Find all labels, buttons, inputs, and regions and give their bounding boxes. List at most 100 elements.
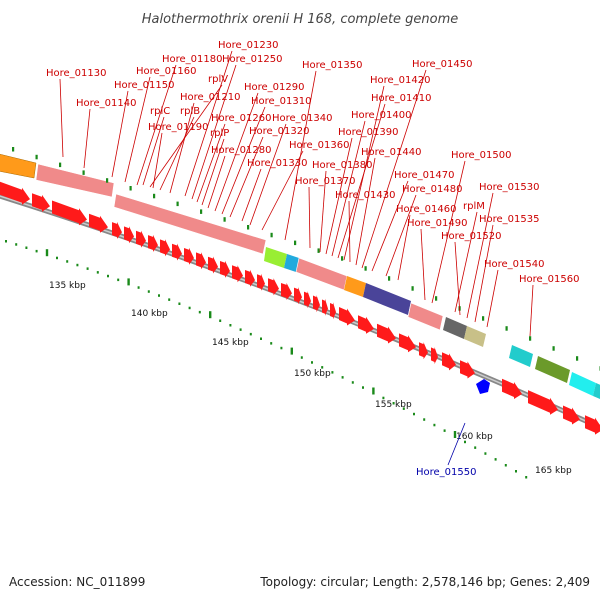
gene-label-hore-01380[interactable]: Hore_01380 xyxy=(312,160,373,171)
gene-label-hore-01490[interactable]: Hore_01490 xyxy=(407,218,468,229)
forward-cds-arrow xyxy=(160,239,170,257)
gene-label-hore-01320[interactable]: Hore_01320 xyxy=(249,126,310,137)
gene-label-hore-01210[interactable]: Hore_01210 xyxy=(180,92,241,103)
leader-line xyxy=(361,69,427,269)
gene-label-rplv[interactable]: rplV xyxy=(208,74,228,85)
gene-label-hore-01470[interactable]: Hore_01470 xyxy=(394,170,455,181)
gene-label-hore-01500[interactable]: Hore_01500 xyxy=(451,150,512,161)
gene-label-hore-01430[interactable]: Hore_01430 xyxy=(335,190,396,201)
gene-label-hore-01260[interactable]: Hore_01260 xyxy=(211,113,272,124)
forward-cds-arrow xyxy=(136,230,146,248)
forward-cds-arrow xyxy=(322,298,328,316)
gene-label-hore-01180[interactable]: Hore_01180 xyxy=(162,54,223,65)
gene-label-hore-01400[interactable]: Hore_01400 xyxy=(351,110,412,121)
gene-label-hore-01420[interactable]: Hore_01420 xyxy=(370,75,431,86)
leader-line xyxy=(371,180,409,272)
leader-line xyxy=(196,123,226,203)
leader-line xyxy=(486,269,499,328)
scale-dot xyxy=(96,271,99,274)
scale-label-165: 165 kbp xyxy=(535,466,572,476)
scale-dot xyxy=(413,412,415,416)
gene-label-hore-01130[interactable]: Hore_01130 xyxy=(46,68,107,79)
gene-label-hore-01230[interactable]: Hore_01230 xyxy=(218,40,279,51)
forward-cds-track xyxy=(0,181,600,435)
gene-label-hore-01250[interactable]: Hore_01250 xyxy=(222,54,283,65)
leader-line xyxy=(319,170,327,253)
inner-scale-dots xyxy=(5,240,528,479)
gene-label-hore-01535[interactable]: Hore_01535 xyxy=(479,214,540,225)
scale-dot xyxy=(443,429,446,432)
gene-label-hore-01370[interactable]: Hore_01370 xyxy=(295,176,356,187)
feature-orange-2 xyxy=(344,276,366,297)
scale-dot xyxy=(158,294,160,297)
forward-cds-arrow xyxy=(32,193,50,212)
gene-label-hore-01340[interactable]: Hore_01340 xyxy=(272,113,333,124)
top-tick xyxy=(388,276,391,281)
scale-dot xyxy=(270,342,273,345)
leader-line xyxy=(191,64,237,200)
top-tick xyxy=(35,154,38,160)
forward-cds-arrow xyxy=(419,342,428,360)
gene-label-hore-01540[interactable]: Hore_01540 xyxy=(484,259,545,270)
forward-cds-arrow xyxy=(528,390,558,415)
gene-label-rplm[interactable]: rplM xyxy=(463,201,485,212)
gene-label-hore-01360[interactable]: Hore_01360 xyxy=(289,140,350,151)
forward-cds-arrow xyxy=(208,256,218,274)
forward-cds-arrow xyxy=(358,315,374,334)
gene-label-hore-01550[interactable]: Hore_01550 xyxy=(416,467,477,478)
scale-dot xyxy=(35,249,38,253)
scale-label-150: 150 kbp xyxy=(294,369,331,379)
gene-label-hore-01330[interactable]: Hore_01330 xyxy=(247,158,308,169)
scale-dot xyxy=(56,256,58,260)
feature-green xyxy=(264,247,287,268)
forward-cds-arrow xyxy=(313,295,320,313)
leader-line xyxy=(184,50,233,197)
leader-line xyxy=(241,168,262,222)
scale-dot xyxy=(300,356,303,359)
scale-dot xyxy=(117,278,120,282)
feature-ribosomal-block-1 xyxy=(35,163,115,198)
top-tick xyxy=(317,248,320,253)
gene-label-rplp[interactable]: rplP xyxy=(210,128,229,139)
scale-dot xyxy=(515,470,517,473)
gene-label-hore-01520[interactable]: Hore_01520 xyxy=(441,231,502,242)
feature-cyan xyxy=(284,254,299,272)
gene-label-hore-01410[interactable]: Hore_01410 xyxy=(371,93,432,104)
scale-dot xyxy=(260,337,262,340)
leader-line xyxy=(207,155,226,209)
gene-label-rplb[interactable]: rplB xyxy=(180,106,200,117)
gene-label-rplc[interactable]: rplC xyxy=(150,106,170,117)
top-tick xyxy=(153,193,156,199)
scale-dot xyxy=(178,302,181,305)
gene-label-hore-01310[interactable]: Hore_01310 xyxy=(251,96,312,107)
gene-label-hore-01390[interactable]: Hore_01390 xyxy=(338,127,399,138)
gene-label-hore-01150[interactable]: Hore_01150 xyxy=(114,80,175,91)
forward-cds-arrow xyxy=(257,273,265,291)
scale-dot xyxy=(219,319,222,322)
forward-cds-arrow xyxy=(172,243,182,261)
top-tick xyxy=(12,147,15,152)
gene-label-hore-01140[interactable]: Hore_01140 xyxy=(76,98,137,109)
gene-label-hore-01530[interactable]: Hore_01530 xyxy=(479,182,540,193)
gene-label-hore-01350[interactable]: Hore_01350 xyxy=(302,60,363,71)
forward-cds-arrow xyxy=(442,352,456,371)
scale-dot xyxy=(341,376,344,379)
gene-label-hore-01450[interactable]: Hore_01450 xyxy=(412,59,473,70)
leader-line xyxy=(201,138,225,206)
gene-label-hore-01290[interactable]: Hore_01290 xyxy=(244,82,305,93)
scale-label-140: 140 kbp xyxy=(131,309,168,319)
gene-label-hore-01440[interactable]: Hore_01440 xyxy=(361,147,422,158)
feature-teal xyxy=(509,345,533,367)
forward-cds-arrow xyxy=(124,226,134,244)
forward-cds-arrow xyxy=(431,347,438,364)
gene-label-hore-01280[interactable]: Hore_01280 xyxy=(211,145,272,156)
gene-label-hore-01160[interactable]: Hore_01160 xyxy=(136,66,197,77)
gene-label-hore-01560[interactable]: Hore_01560 xyxy=(519,274,580,285)
feature-olive xyxy=(535,356,570,383)
gene-label-hore-01460[interactable]: Hore_01460 xyxy=(396,204,457,215)
leader-line xyxy=(136,64,177,186)
gene-label-hore-01480[interactable]: Hore_01480 xyxy=(402,184,463,195)
scale-dot xyxy=(382,396,385,400)
gene-label-hore-01190[interactable]: Hore_01190 xyxy=(148,122,209,133)
